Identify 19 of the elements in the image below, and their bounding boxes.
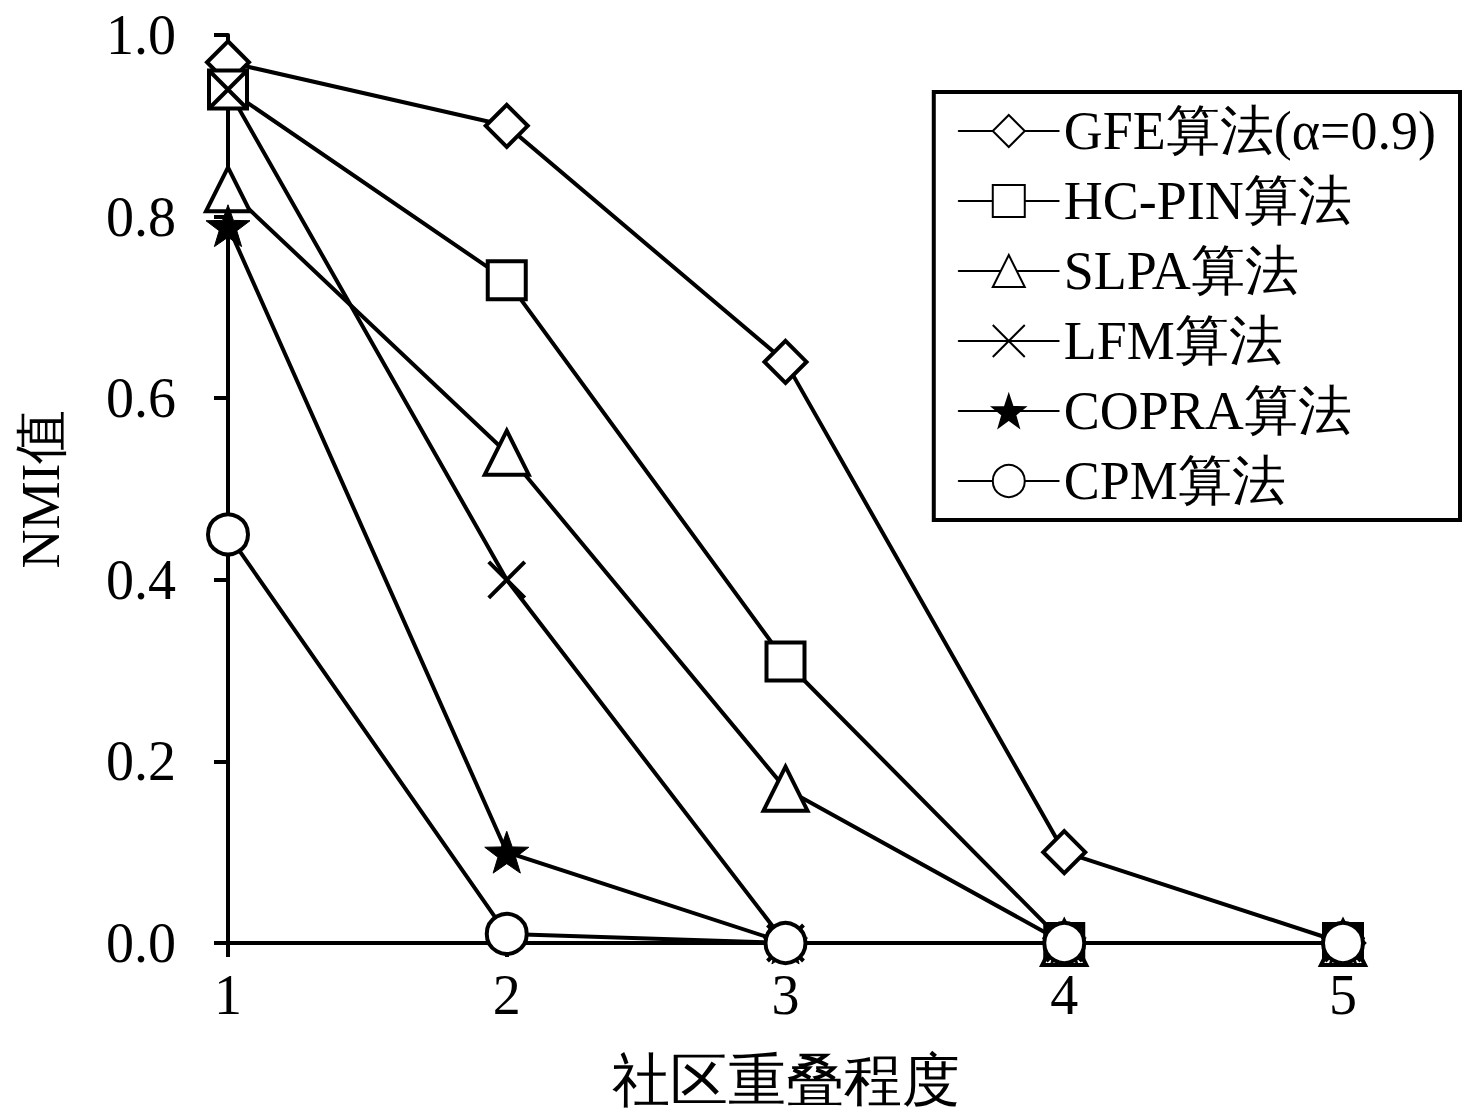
x-tick-label: 5 [1329,964,1357,1026]
y-tick-label: 0.6 [106,367,176,430]
y-tick-label: 0.2 [106,730,176,793]
legend-label: GFE算法(α=0.9) [1063,101,1437,161]
y-tick-label: 0.4 [106,548,176,611]
legend-label: COPRA算法 [1063,381,1352,441]
y-tick-label: 0.8 [106,185,176,248]
legend-label: LFM算法 [1063,311,1283,371]
legend-label: SLPA算法 [1063,241,1299,301]
x-tick-label: 1 [214,964,242,1026]
y-tick-label: 1.0 [106,4,176,66]
x-tick-label: 2 [492,964,521,1026]
x-tick-label: 3 [771,964,800,1026]
y-axis-title: NMI值 [11,409,71,569]
legend-label: CPM算法 [1063,451,1286,511]
x-tick-label: 4 [1050,964,1079,1026]
y-tick-label: 0.0 [106,912,176,974]
x-axis-title: 社区重叠程度 [611,1047,960,1113]
legend-label: HC-PIN算法 [1063,171,1352,231]
